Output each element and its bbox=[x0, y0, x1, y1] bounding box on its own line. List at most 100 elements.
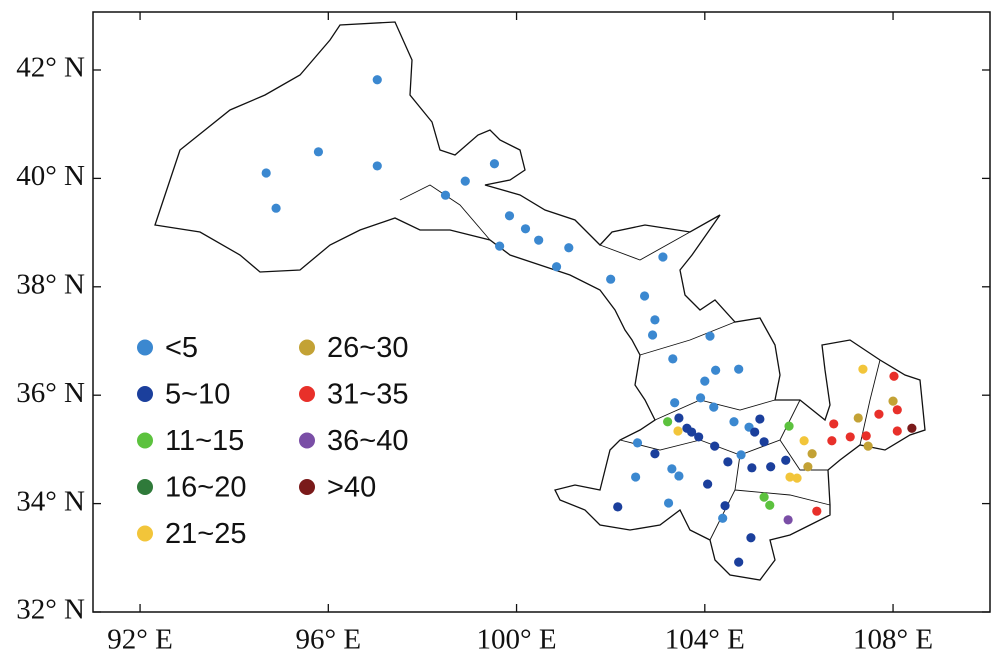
legend-marker bbox=[137, 479, 153, 495]
station-point bbox=[668, 354, 678, 364]
station-point bbox=[803, 462, 813, 472]
station-point bbox=[489, 159, 500, 169]
station-point bbox=[729, 417, 739, 427]
station-point bbox=[650, 315, 660, 325]
station-point bbox=[551, 262, 562, 272]
station-point bbox=[765, 500, 775, 510]
station-point bbox=[785, 472, 795, 482]
legend-marker bbox=[137, 432, 153, 449]
station-point bbox=[495, 241, 505, 251]
station-point bbox=[783, 515, 793, 525]
station-point bbox=[827, 436, 837, 446]
station-point bbox=[632, 438, 643, 448]
station-point bbox=[667, 464, 677, 474]
station-point bbox=[759, 492, 769, 502]
station-point bbox=[520, 224, 531, 234]
station-point bbox=[734, 557, 744, 567]
y-tick-label: 40° N bbox=[16, 160, 85, 192]
station-point bbox=[807, 449, 817, 459]
legend-marker bbox=[137, 339, 153, 356]
station-point bbox=[720, 501, 730, 511]
legend-label: 5~10 bbox=[165, 379, 230, 411]
plot-frame bbox=[92, 11, 991, 613]
station-point bbox=[781, 455, 791, 465]
station-point bbox=[734, 364, 744, 374]
station-point bbox=[711, 365, 721, 375]
station-point bbox=[534, 235, 544, 245]
station-point bbox=[504, 211, 515, 221]
station-point bbox=[460, 176, 470, 186]
station-point bbox=[750, 427, 760, 437]
station-point bbox=[658, 252, 668, 262]
station-point bbox=[700, 376, 710, 386]
x-tick-label: 92° E bbox=[107, 624, 173, 656]
station-point bbox=[650, 449, 660, 459]
station-point bbox=[674, 471, 684, 481]
x-tick-label: 100° E bbox=[477, 624, 557, 656]
legend-label: 26~30 bbox=[327, 332, 408, 364]
station-point bbox=[718, 513, 728, 523]
legend-label: >40 bbox=[327, 472, 376, 504]
legend-marker bbox=[299, 432, 315, 449]
station-point bbox=[663, 498, 674, 508]
province-boundary bbox=[154, 21, 926, 581]
legend-marker bbox=[299, 339, 315, 356]
y-tick-label: 42° N bbox=[16, 52, 85, 84]
station-point bbox=[755, 414, 765, 424]
station-point bbox=[792, 473, 802, 483]
station-point bbox=[746, 533, 756, 543]
legend-label: 16~20 bbox=[165, 472, 246, 504]
station-point bbox=[845, 432, 855, 442]
station-point bbox=[564, 243, 574, 253]
station-point bbox=[747, 463, 757, 473]
legend-label: 11~15 bbox=[165, 425, 244, 457]
station-point bbox=[313, 147, 324, 157]
station-point bbox=[829, 419, 839, 429]
station-point bbox=[892, 426, 902, 436]
station-point bbox=[606, 274, 616, 284]
station-point bbox=[759, 437, 769, 447]
station-point bbox=[440, 190, 451, 200]
station-point bbox=[907, 423, 917, 433]
station-point bbox=[674, 413, 684, 423]
station-point bbox=[861, 431, 871, 441]
station-point bbox=[784, 421, 794, 431]
district-boundary bbox=[399, 184, 881, 541]
station-point bbox=[261, 168, 271, 178]
station-point bbox=[863, 441, 873, 451]
station-point bbox=[709, 402, 719, 412]
y-tick-label: 36° N bbox=[16, 377, 85, 409]
station-point bbox=[799, 436, 809, 446]
station-point bbox=[812, 506, 822, 516]
legend-label: 31~35 bbox=[327, 379, 408, 411]
station-point bbox=[694, 432, 704, 442]
y-tick-label: 38° N bbox=[16, 268, 85, 300]
station-point bbox=[687, 427, 697, 437]
legend-label: 36~40 bbox=[327, 425, 408, 457]
station-point bbox=[663, 417, 673, 427]
x-tick-label: 96° E bbox=[296, 624, 362, 656]
station-point bbox=[695, 393, 706, 403]
y-tick-label: 32° N bbox=[16, 594, 85, 626]
legend-marker bbox=[299, 479, 315, 495]
legend-label: <5 bbox=[165, 332, 198, 364]
legend-marker bbox=[299, 386, 315, 402]
station-point bbox=[888, 396, 898, 406]
x-tick-label: 104° E bbox=[665, 624, 745, 656]
y-tick-label: 34° N bbox=[16, 485, 85, 517]
legend-marker bbox=[137, 525, 153, 542]
station-point bbox=[639, 291, 650, 301]
station-point bbox=[892, 405, 902, 415]
station-point bbox=[271, 203, 281, 213]
station-point bbox=[670, 398, 680, 408]
station-point bbox=[372, 75, 382, 85]
station-point bbox=[874, 409, 884, 419]
station-point bbox=[372, 161, 382, 171]
station-point bbox=[858, 364, 868, 374]
legend-label: 21~25 bbox=[165, 518, 246, 550]
station-point bbox=[705, 331, 715, 341]
station-point bbox=[723, 457, 733, 467]
station-point bbox=[613, 502, 623, 512]
legend-marker bbox=[137, 386, 153, 402]
